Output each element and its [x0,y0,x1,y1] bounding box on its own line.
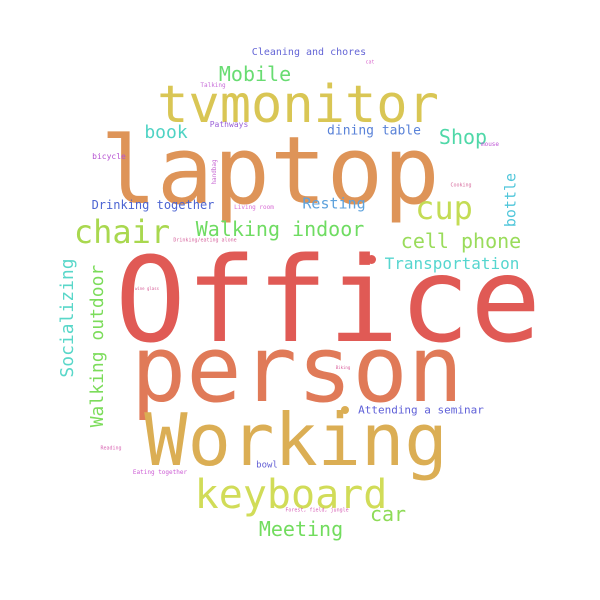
word-book: book [144,122,188,143]
word-meeting: Meeting [258,517,344,541]
word-working: Working [144,398,448,482]
word-bottle: bottle [501,172,520,228]
word-transportation: Transportation [384,254,520,273]
word-talking: Talking [200,82,226,89]
word-biking: Biking [335,365,351,370]
word-keyboard: keyboard [194,472,388,518]
word-pathways: Pathways [209,120,249,129]
word-person: person [130,316,464,423]
word-handbag: handbag [211,159,218,185]
word-tvmonitor: tvmonitor [157,75,439,135]
word-walking-outdoor: Walking outdoor [87,264,108,428]
gold-dot [341,406,349,414]
word-laptop: laptop [100,117,440,226]
word-cleaning-and-chores: Cleaning and chores [251,47,367,58]
word-bicycle: bicycle [92,152,126,161]
word-car: car [369,502,407,526]
word-attending-a-seminar: Attending a seminar [358,403,484,417]
word-shop: Shop [438,125,488,149]
word-drinking-together: Drinking together [91,198,215,212]
word-bowl: bowl [256,460,278,471]
word-mouse: mouse [480,141,500,148]
word-cup: cup [415,189,473,227]
word-cooking: Cooking [450,182,472,189]
word-eating-together: Eating together [132,469,188,476]
word-living-room: Living room [234,204,274,211]
word-office: Office [114,231,542,369]
orange-dot [367,255,376,264]
word-cat: cat [365,59,375,66]
word-wine-glass: wine glass [134,286,160,291]
word-mobile: Mobile [218,62,292,86]
word-cell-phone: cell phone [400,229,522,253]
word-reading: Reading [100,445,122,452]
word-forest-field-jungle: Forest, field, jungle [285,507,349,514]
word-resting: Resting [302,194,366,213]
word-walking-indoor: Walking indoor [195,217,365,241]
word-socializing: Socializing [57,258,78,378]
word-dining-table: dining table [327,123,421,139]
word-drinking-eating-alone: Drinking/eating alone [173,237,237,244]
word-chair: chair [73,213,171,251]
